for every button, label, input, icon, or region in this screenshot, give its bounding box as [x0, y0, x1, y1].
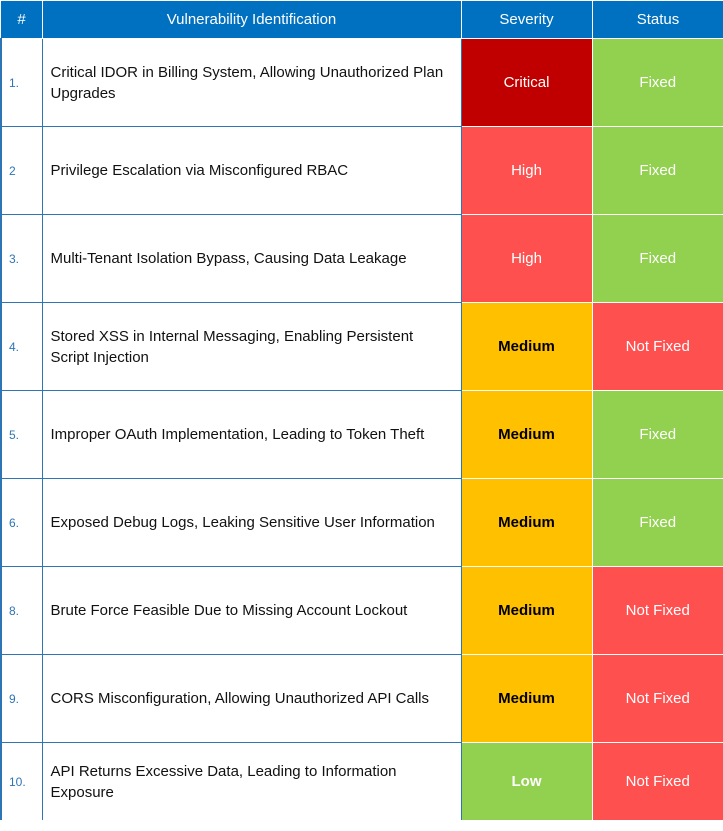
- header-row: # Vulnerability Identification Severity …: [0, 0, 723, 39]
- status-cell: Fixed: [591, 38, 723, 127]
- table-row: 3. Multi-Tenant Isolation Bypass, Causin…: [0, 214, 723, 303]
- row-number: 4.: [0, 302, 43, 391]
- row-number: 9.: [0, 654, 43, 743]
- table-row: 10. API Returns Excessive Data, Leading …: [0, 742, 723, 820]
- status-cell: Fixed: [591, 126, 723, 215]
- row-number: 3.: [0, 214, 43, 303]
- severity-cell: High: [460, 126, 593, 215]
- header-status: Status: [591, 0, 723, 39]
- header-vulnerability: Vulnerability Identification: [41, 0, 462, 39]
- severity-cell: Medium: [460, 302, 593, 391]
- table-row: 6. Exposed Debug Logs, Leaking Sensitive…: [0, 478, 723, 567]
- vulnerability-name: Improper OAuth Implementation, Leading t…: [41, 390, 462, 479]
- severity-cell: Low: [460, 742, 593, 820]
- severity-cell: Medium: [460, 566, 593, 655]
- severity-cell: Medium: [460, 654, 593, 743]
- header-severity: Severity: [460, 0, 593, 39]
- status-cell: Not Fixed: [591, 654, 723, 743]
- table-row: 5. Improper OAuth Implementation, Leadin…: [0, 390, 723, 479]
- row-number: 8.: [0, 566, 43, 655]
- vulnerability-name: CORS Misconfiguration, Allowing Unauthor…: [41, 654, 462, 743]
- vulnerability-name: Critical IDOR in Billing System, Allowin…: [41, 38, 462, 127]
- table-row: 4. Stored XSS in Internal Messaging, Ena…: [0, 302, 723, 391]
- table-body: 1. Critical IDOR in Billing System, Allo…: [0, 38, 723, 820]
- vulnerability-name: Brute Force Feasible Due to Missing Acco…: [41, 566, 462, 655]
- status-cell: Fixed: [591, 390, 723, 479]
- vulnerability-name: Multi-Tenant Isolation Bypass, Causing D…: [41, 214, 462, 303]
- header-num: #: [0, 0, 43, 39]
- status-cell: Not Fixed: [591, 302, 723, 391]
- table-header: # Vulnerability Identification Severity …: [0, 0, 723, 39]
- status-cell: Not Fixed: [591, 566, 723, 655]
- table-row: 1. Critical IDOR in Billing System, Allo…: [0, 38, 723, 127]
- row-number: 2: [0, 126, 43, 215]
- status-cell: Fixed: [591, 478, 723, 567]
- row-number: 5.: [0, 390, 43, 479]
- severity-cell: Medium: [460, 390, 593, 479]
- vulnerability-name: Exposed Debug Logs, Leaking Sensitive Us…: [41, 478, 462, 567]
- table-row: 2 Privilege Escalation via Misconfigured…: [0, 126, 723, 215]
- status-cell: Fixed: [591, 214, 723, 303]
- severity-cell: Medium: [460, 478, 593, 567]
- severity-cell: Critical: [460, 38, 593, 127]
- table-row: 8. Brute Force Feasible Due to Missing A…: [0, 566, 723, 655]
- row-number: 1.: [0, 38, 43, 127]
- vulnerability-name: API Returns Excessive Data, Leading to I…: [41, 742, 462, 820]
- row-number: 10.: [0, 742, 43, 820]
- row-number: 6.: [0, 478, 43, 567]
- status-cell: Not Fixed: [591, 742, 723, 820]
- vulnerability-name: Stored XSS in Internal Messaging, Enabli…: [41, 302, 462, 391]
- vulnerability-name: Privilege Escalation via Misconfigured R…: [41, 126, 462, 215]
- severity-cell: High: [460, 214, 593, 303]
- table-row: 9. CORS Misconfiguration, Allowing Unaut…: [0, 654, 723, 743]
